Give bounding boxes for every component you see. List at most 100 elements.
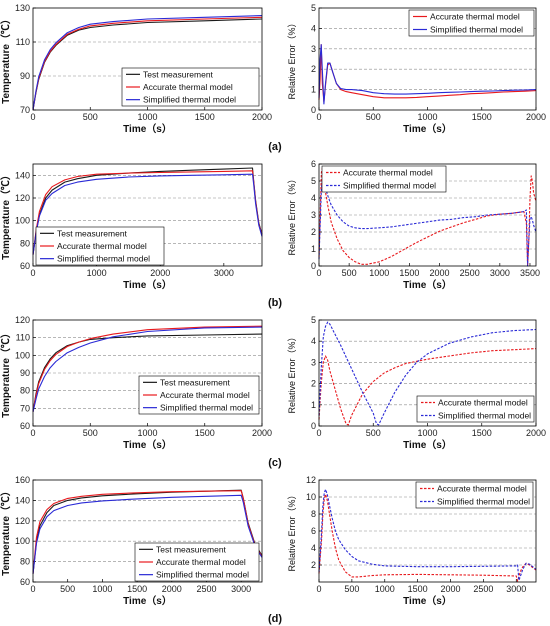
- x-tick-label: 0: [316, 584, 321, 594]
- chart-c-temp: 60 70 80 90 100 110 120 0 500 1000 1500 2000 Time（s）…: [0, 315, 272, 451]
- caption: (b): [268, 297, 282, 309]
- y-tick-label: 2: [311, 64, 316, 74]
- legend-label: Simplified thermal model: [430, 25, 523, 35]
- x-tick-label: 1500: [195, 428, 215, 438]
- series-line-simplified: [32, 326, 263, 413]
- series-line-simplified: [32, 494, 263, 574]
- x-axis-label: Time（s）: [403, 594, 452, 607]
- y-tick-label: 3: [311, 210, 316, 220]
- x-tick-label: 1000: [137, 112, 157, 122]
- legend-box: [415, 481, 534, 509]
- series-line-accurate: [318, 493, 537, 582]
- y-tick-label: 4: [311, 336, 316, 346]
- y-tick-label: 120: [15, 516, 30, 526]
- x-axis-label: Time（s）: [123, 438, 172, 451]
- plot-frame: [32, 479, 263, 583]
- x-tick-label: 1500: [472, 428, 492, 438]
- y-tick-label: 100: [15, 350, 30, 360]
- y-axis-label: Relative Error（%）: [287, 18, 297, 99]
- x-tick-label: 1000: [87, 268, 107, 278]
- legend-box: [138, 375, 260, 415]
- legend: Test measurement Accurate thermal model Si…: [121, 67, 260, 107]
- y-tick-label: 4: [311, 23, 316, 33]
- legend-box: [134, 542, 260, 582]
- x-tick-label: 0: [30, 112, 35, 122]
- y-tick-label: 0: [311, 421, 316, 431]
- series-line-accurate: [32, 490, 263, 574]
- x-tick-label: 1000: [417, 112, 437, 122]
- chart-d-temp: 60 80 100 120 140 160 0 500 1000 1500 2000 2500 3000…: [0, 475, 263, 607]
- x-tick-label: 3000: [506, 584, 526, 594]
- y-tick-label: 80: [20, 238, 30, 248]
- plot-frame: [318, 163, 537, 267]
- legend-label: Test measurement: [160, 377, 231, 387]
- legend-box: [121, 67, 260, 107]
- series-line-simplified: [318, 177, 537, 267]
- x-tick-label: 3000: [214, 268, 234, 278]
- legend-box: [408, 9, 535, 37]
- x-tick-label: 0: [30, 268, 35, 278]
- x-tick-label: 500: [366, 112, 381, 122]
- y-tick-label: 1: [311, 400, 316, 410]
- y-tick-label: 5: [311, 176, 316, 186]
- x-tick-label: 3500: [520, 268, 540, 278]
- y-tick-label: 6: [311, 526, 316, 536]
- series-line-test: [32, 333, 263, 412]
- legend-label: Simplified thermal model: [437, 497, 530, 507]
- x-tick-label: 1000: [375, 584, 395, 594]
- y-tick-label: 70: [20, 403, 30, 413]
- legend-label: Simplified thermal model: [143, 95, 236, 105]
- x-axis-label: Time（s）: [123, 278, 172, 291]
- y-tick-label: 60: [20, 421, 30, 431]
- legend-label: Test measurement: [143, 69, 214, 79]
- legend: Test measurement Accurate thermal model Si…: [138, 375, 260, 415]
- y-tick-label: 90: [20, 71, 30, 81]
- y-tick-label: 80: [20, 386, 30, 396]
- x-tick-label: 2000: [252, 428, 272, 438]
- y-tick-label: 70: [20, 105, 30, 115]
- x-tick-label: 500: [60, 584, 75, 594]
- y-tick-label: 0: [311, 261, 316, 271]
- x-tick-label: 1000: [137, 428, 157, 438]
- x-tick-label: 3000: [490, 268, 510, 278]
- y-tick-label: 3: [311, 44, 316, 54]
- legend-label: Simplified thermal model: [156, 570, 249, 580]
- legend-label: Accurate thermal model: [156, 557, 246, 567]
- legend-label: Accurate thermal model: [430, 12, 520, 22]
- y-tick-label: 80: [20, 557, 30, 567]
- x-tick-label: 1000: [417, 428, 437, 438]
- series-line-accurate: [318, 166, 537, 267]
- x-tick-label: 1500: [408, 584, 428, 594]
- x-tick-label: 2000: [150, 268, 170, 278]
- legend: Accurate thermal model Simplified thermal…: [321, 165, 447, 193]
- plot-frame: [318, 319, 537, 427]
- x-tick-label: 500: [344, 584, 359, 594]
- x-tick-label: 500: [83, 112, 98, 122]
- x-axis-label: Time（s）: [123, 594, 172, 607]
- legend-label: Accurate thermal model: [437, 484, 527, 494]
- legend-label: Simplified thermal model: [343, 181, 436, 191]
- y-tick-label: 130: [15, 3, 30, 13]
- legend: Test measurement Accurate thermal model Si…: [134, 542, 260, 582]
- x-tick-label: 2000: [526, 112, 546, 122]
- x-tick-label: 0: [316, 112, 321, 122]
- y-tick-label: 120: [15, 315, 30, 325]
- series-line-simplified: [318, 44, 537, 105]
- y-tick-label: 160: [15, 475, 30, 485]
- x-tick-label: 500: [366, 428, 381, 438]
- x-tick-label: 2000: [440, 584, 460, 594]
- plot-frame: [32, 163, 263, 267]
- legend-box: [416, 395, 535, 423]
- series-line-accurate: [32, 325, 263, 412]
- y-axis-label: Temperature（℃）: [0, 328, 12, 418]
- y-tick-label: 100: [15, 216, 30, 226]
- y-tick-label: 1: [311, 85, 316, 95]
- legend: Accurate thermal model Simplified thermal…: [408, 9, 535, 37]
- x-tick-label: 2000: [252, 112, 272, 122]
- x-axis-label: Time（s）: [123, 122, 172, 135]
- caption: (d): [268, 613, 282, 625]
- legend-label: Accurate thermal model: [57, 241, 147, 251]
- y-tick-label: 6: [311, 159, 316, 169]
- series-line-simplified: [32, 173, 263, 255]
- legend-label: Test measurement: [57, 228, 128, 238]
